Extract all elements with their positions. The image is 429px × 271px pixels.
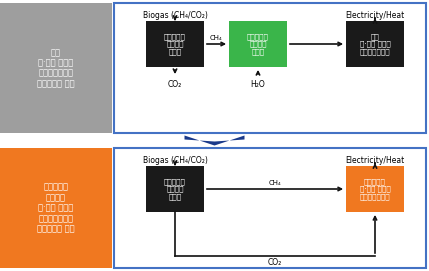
Text: Electricity/Heat: Electricity/Heat: [345, 11, 405, 20]
Bar: [229, 21, 287, 67]
Text: Biogas (CH₄/CO₂): Biogas (CH₄/CO₂): [142, 156, 208, 165]
Text: CO₂: CO₂: [268, 258, 282, 267]
Bar: [0, 148, 112, 268]
Text: 바이오가스
중·저온 세라믹
연료전지시스템: 바이오가스 중·저온 세라믹 연료전지시스템: [360, 178, 390, 200]
Text: 바이오메탄
수소생산
시스템: 바이오메탄 수소생산 시스템: [247, 33, 269, 55]
Text: 바이오가스
직접활용
중·저온 세라믹
연료전지시스템
열병합발전 기술: 바이오가스 직접활용 중·저온 세라믹 연료전지시스템 열병합발전 기술: [37, 183, 75, 233]
Bar: [0, 3, 112, 133]
Bar: [346, 166, 404, 212]
Text: H₂O: H₂O: [251, 80, 266, 89]
Polygon shape: [184, 136, 245, 146]
Bar: [146, 166, 204, 212]
Text: 수소
중·저온 세라믹
연료전지시스템: 수소 중·저온 세라믹 연료전지시스템: [360, 33, 390, 55]
Bar: [114, 3, 426, 133]
Text: 바이오가스
고도정제
시스템: 바이오가스 고도정제 시스템: [164, 178, 186, 200]
Text: 바이오가스
고도정제
시스템: 바이오가스 고도정제 시스템: [164, 33, 186, 55]
Text: Biogas (CH₄/CO₂): Biogas (CH₄/CO₂): [142, 11, 208, 20]
Bar: [114, 148, 426, 268]
Bar: [346, 21, 404, 67]
Text: CH₄: CH₄: [269, 180, 281, 186]
Text: CO₂: CO₂: [168, 80, 182, 89]
Text: CH₄: CH₄: [210, 35, 223, 41]
Bar: [146, 21, 204, 67]
Text: Electricity/Heat: Electricity/Heat: [345, 156, 405, 165]
Text: 수소
중·저온 세라믹
연료전지시스템
열병합발전 기술: 수소 중·저온 세라믹 연료전지시스템 열병합발전 기술: [37, 48, 75, 88]
